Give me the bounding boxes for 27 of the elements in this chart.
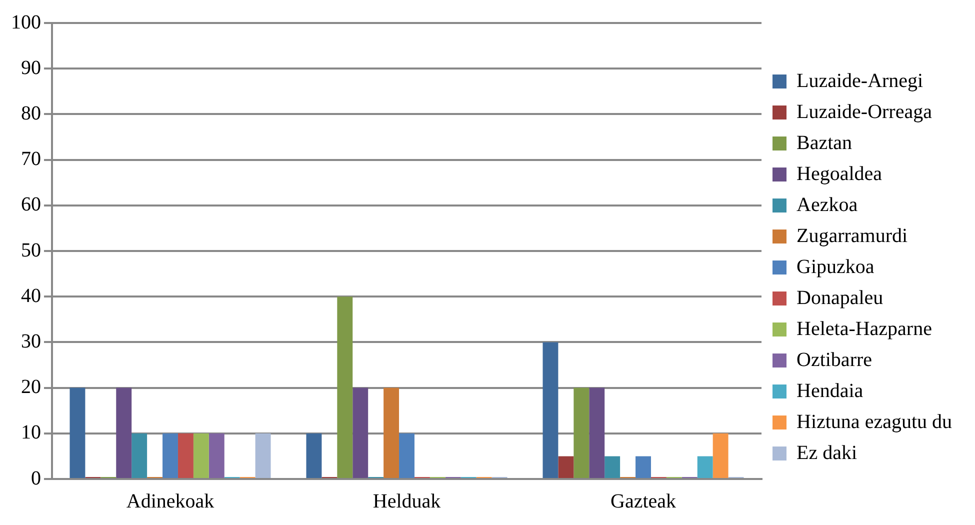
y-tick-label: 80 [21, 102, 41, 124]
x-tick-label: Adinekoak [126, 490, 214, 512]
x-tick-label: Helduak [372, 490, 441, 512]
x-tick-label: Gazteak [610, 490, 676, 512]
y-tick-label: 90 [21, 56, 41, 79]
y-tick-label: 60 [21, 194, 41, 216]
y-tick-label: 0 [31, 467, 41, 490]
y-tick-label: 20 [21, 376, 41, 398]
legend-label: Oztibarre [796, 348, 872, 371]
legend-label: Donapaleu [796, 286, 884, 309]
legend-label: Zugarramurdi [796, 224, 908, 247]
y-tick-label: 30 [21, 330, 41, 352]
legend-label: Luzaide-Orreaga [796, 100, 932, 123]
legend-label: Baztan [796, 132, 852, 154]
legend-label: Ez daki [796, 442, 858, 464]
legend-label: Aezkoa [796, 194, 858, 216]
legend-label: Heleta-Hazparne [796, 318, 932, 340]
legend-label: Hegoaldea [796, 162, 882, 185]
y-tick-label: 40 [21, 284, 41, 307]
legend-label: Hendaia [796, 380, 864, 402]
y-tick-label: 70 [21, 148, 41, 170]
legend-label: Gipuzkoa [796, 256, 874, 278]
y-tick-label: 10 [21, 422, 41, 444]
legend-label: Luzaide-Arnegi [796, 70, 924, 92]
y-tick-label: 50 [21, 239, 41, 262]
y-tick-label: 100 [11, 11, 41, 34]
legend-label: Hiztuna ezagutu du [796, 410, 952, 433]
